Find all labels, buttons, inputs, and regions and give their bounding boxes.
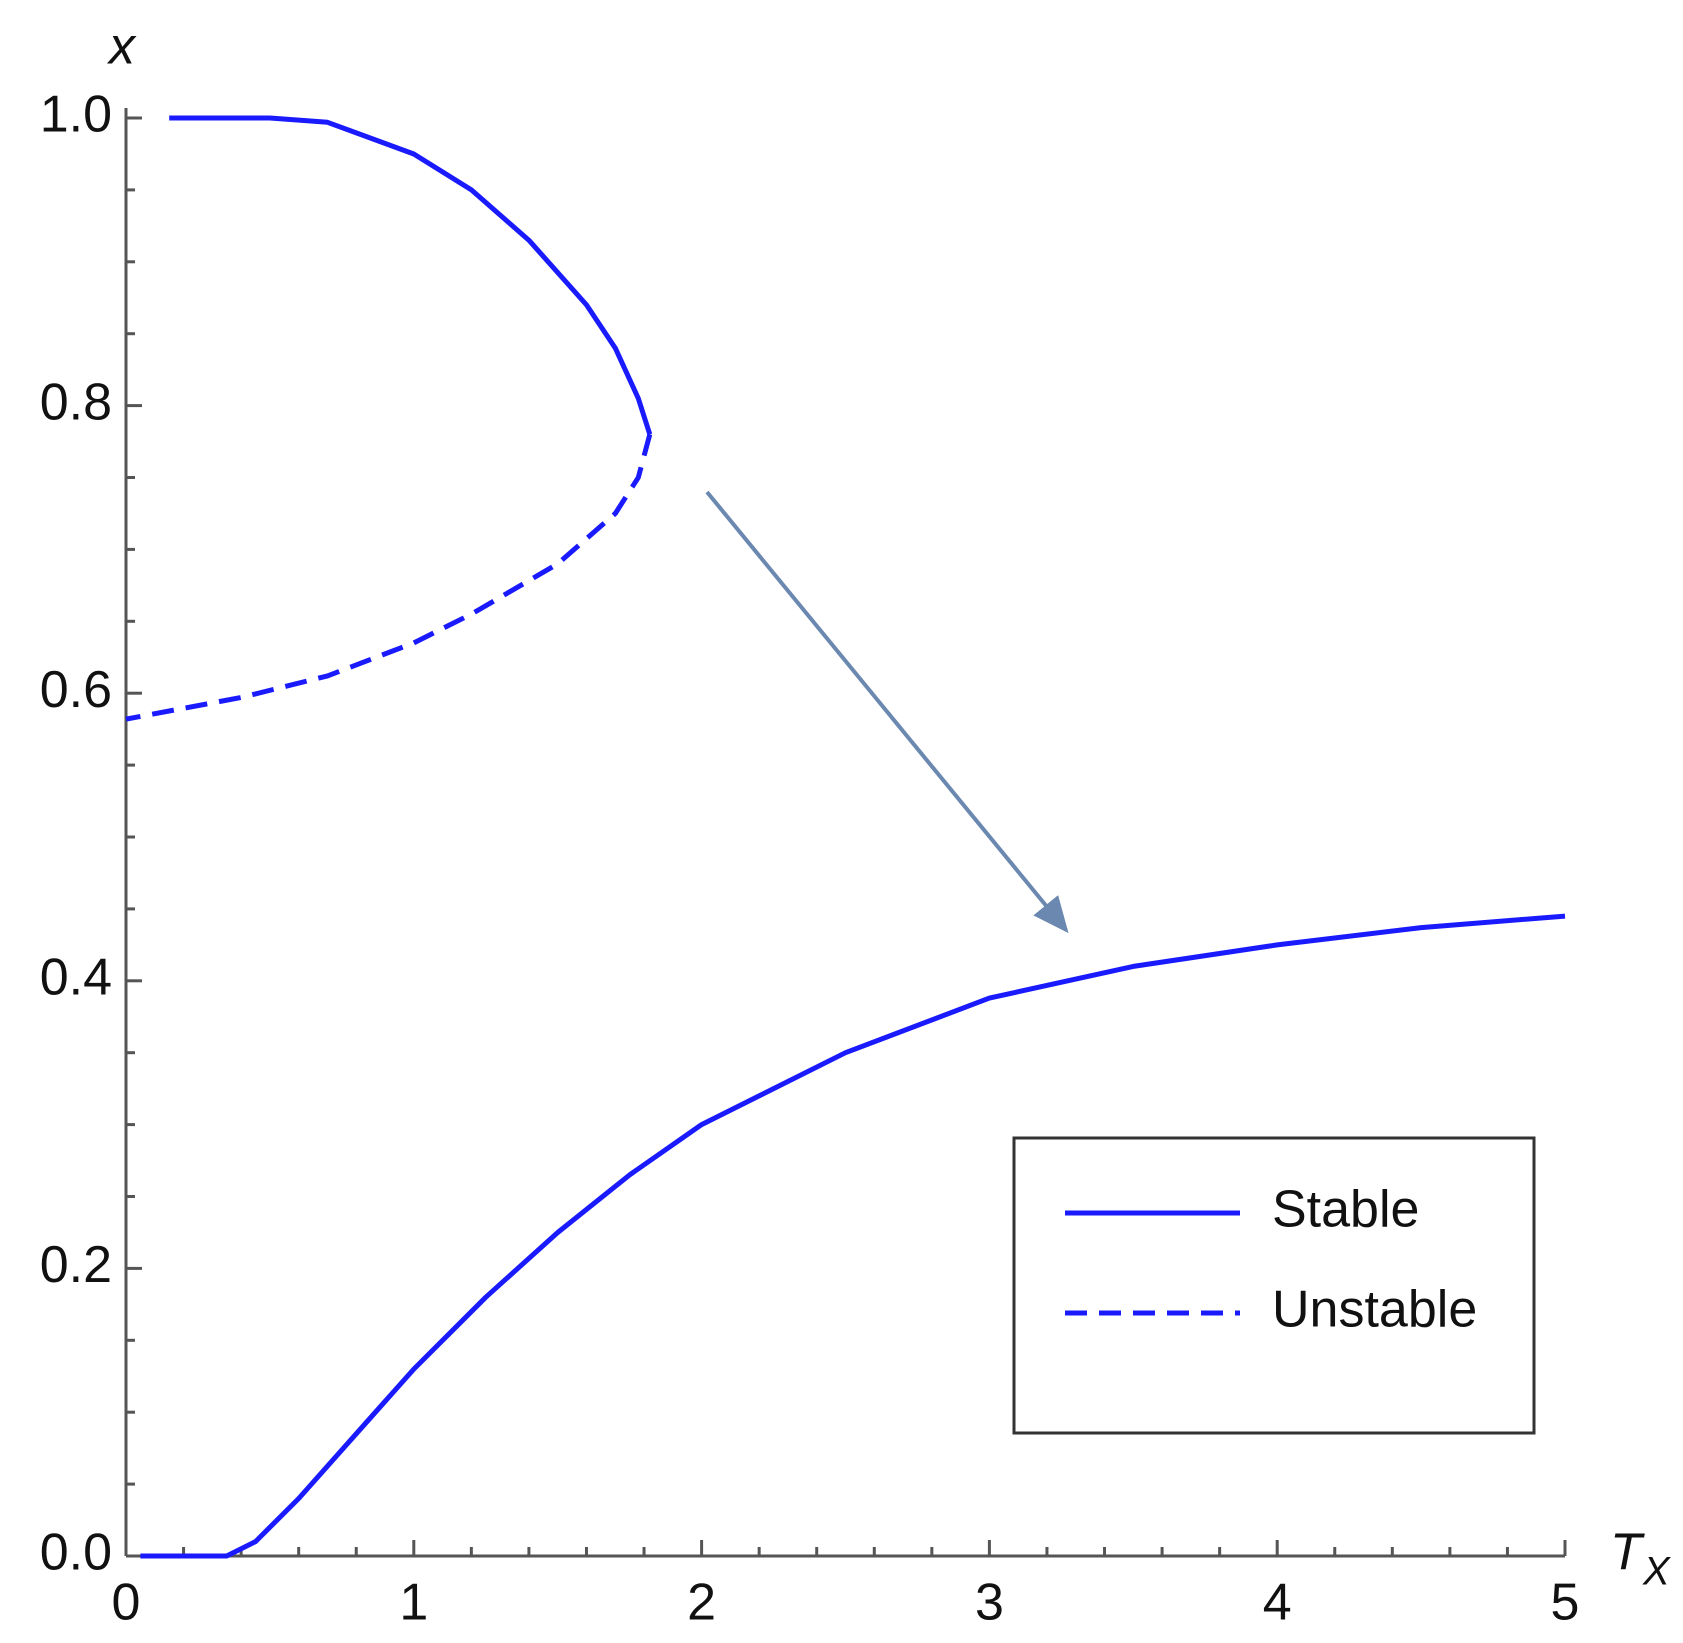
legend-label: Stable: [1272, 1181, 1419, 1239]
annotation-arrow: [705, 490, 1069, 934]
x-tick-label: 0: [112, 1574, 141, 1632]
legend-box: [1012, 1136, 1536, 1435]
x-tick-label: 1: [399, 1574, 428, 1632]
y-tick-label: 0.4: [40, 949, 112, 1007]
y-tick-label: 1.0: [40, 86, 112, 144]
x-tick-label: 4: [1263, 1574, 1292, 1632]
y-tick-label: 0.0: [40, 1524, 112, 1582]
x-axis-label-subscript: X: [1642, 1550, 1671, 1594]
y-tick-label: 0.8: [40, 373, 112, 431]
y-tick-label: 0.6: [40, 661, 112, 719]
x-tick-label: 3: [975, 1574, 1004, 1632]
x-tick-label: 2: [687, 1574, 716, 1632]
x-axis-label: T: [1610, 1524, 1645, 1582]
legend-label: Unstable: [1272, 1281, 1477, 1339]
y-axis-label: x: [106, 18, 137, 76]
series-line: [125, 433, 653, 722]
y-tick-label: 0.2: [40, 1236, 112, 1294]
series-line: [140, 115, 1566, 1559]
x-tick-label: 5: [1551, 1574, 1580, 1632]
